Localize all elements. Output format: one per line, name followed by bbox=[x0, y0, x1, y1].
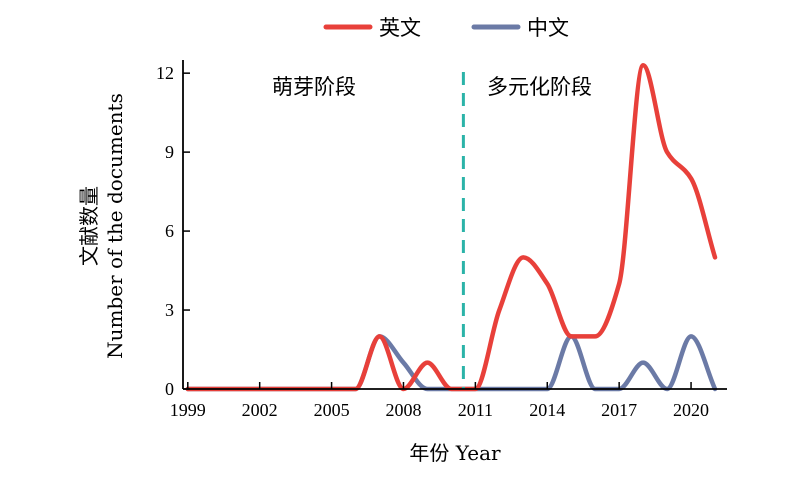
y-tick-label: 0 bbox=[165, 379, 174, 399]
y-tick-label: 3 bbox=[165, 300, 174, 320]
legend-label-chinese: 中文 bbox=[527, 16, 569, 40]
y-ticks: 0 3 6 9 12 bbox=[156, 63, 190, 399]
x-tick-label: 2017 bbox=[601, 400, 637, 420]
legend-label-english: 英文 bbox=[379, 16, 421, 40]
y-axis-title-en: Number of the documents bbox=[103, 93, 127, 359]
x-tick-label: 2020 bbox=[673, 400, 709, 420]
legend: 英文 中文 bbox=[323, 16, 569, 40]
x-tick-label: 2014 bbox=[529, 400, 565, 420]
phase-label-diversified: 多元化阶段 bbox=[487, 75, 592, 99]
axes bbox=[182, 60, 727, 390]
phase-label-emerging: 萌芽阶段 bbox=[272, 75, 356, 99]
y-tick-label: 9 bbox=[165, 142, 174, 162]
y-axis-title-cn: 文献数量 bbox=[77, 186, 101, 266]
y-tick-label: 6 bbox=[165, 221, 174, 241]
series-line-chinese bbox=[185, 334, 718, 392]
series-line-english bbox=[185, 63, 718, 392]
x-ticks: 1999 2002 2005 2008 2011 2014 2017 2020 bbox=[170, 382, 709, 420]
x-tick-label: 2008 bbox=[385, 400, 421, 420]
x-tick-label: 2005 bbox=[314, 400, 350, 420]
x-tick-label: 1999 bbox=[170, 400, 206, 420]
y-axis-title: 文献数量 Number of the documents bbox=[77, 93, 127, 359]
x-tick-label: 2002 bbox=[242, 400, 278, 420]
x-axis-title: 年份 Year bbox=[409, 441, 501, 465]
y-tick-label: 12 bbox=[156, 63, 174, 83]
x-tick-label: 2011 bbox=[458, 400, 493, 420]
